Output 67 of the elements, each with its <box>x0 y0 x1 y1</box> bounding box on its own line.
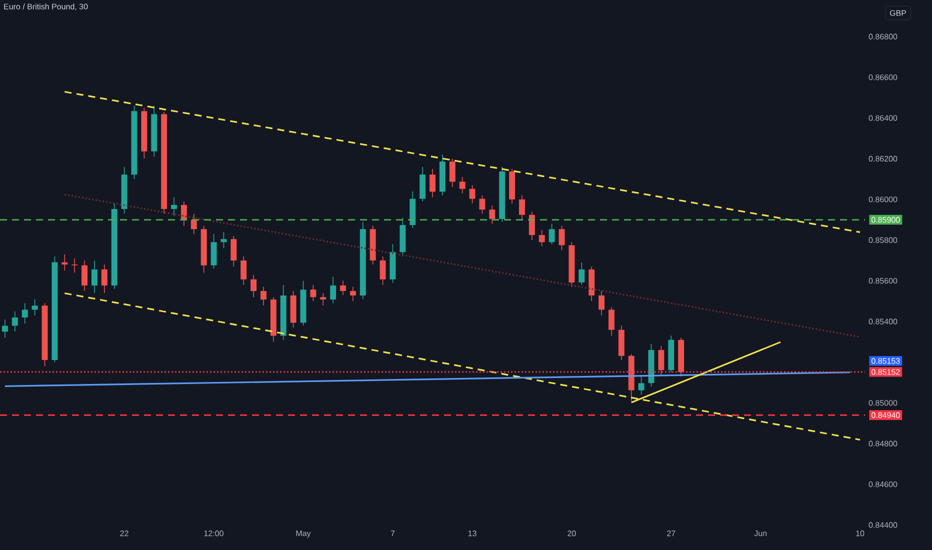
y-tick-label: 0.86000 <box>868 196 898 202</box>
y-tick-label: 0.84600 <box>868 481 898 488</box>
candlestick <box>310 284 316 302</box>
y-tick-label: 0.84800 <box>868 440 898 446</box>
candlestick <box>558 225 565 251</box>
text: 0.85153 <box>872 358 900 364</box>
x-tick-label: 20 <box>568 530 576 536</box>
candlestick <box>320 292 326 306</box>
y-tick-label: 0.85600 <box>868 278 898 284</box>
ref-line-label: 0.85900 <box>872 216 900 223</box>
candlestick <box>449 158 456 188</box>
y-tick-label: 0.86400 <box>868 115 898 121</box>
candlestick <box>230 236 237 267</box>
candlestick <box>430 168 436 198</box>
candlestick <box>180 201 187 226</box>
candlestick <box>330 276 336 304</box>
y-tick-label: 0.86800 <box>868 34 898 40</box>
candlestick <box>469 184 476 204</box>
ref-line-label: 0.85152 <box>872 369 900 375</box>
candlestick <box>91 260 98 294</box>
x-tick-label: 27 <box>667 530 676 536</box>
candlestick <box>340 280 346 296</box>
candlestick <box>220 232 227 249</box>
candlestick <box>210 234 217 270</box>
x-tick-label: 22 <box>120 530 128 536</box>
candlestick <box>171 196 177 216</box>
x-tick-label: 12:00 <box>204 530 224 536</box>
y-tick-label: 0.84400 <box>868 522 898 528</box>
candlestick <box>608 306 614 336</box>
y-tick-label: 0.86200 <box>868 156 898 162</box>
candlestick <box>459 176 466 194</box>
y-axis-title: GBP <box>890 10 906 16</box>
candlestick <box>538 230 545 247</box>
y-tick-label: 0.85000 <box>868 400 898 406</box>
candlestick <box>260 286 266 306</box>
candlestick <box>240 256 247 286</box>
candlestick <box>101 264 108 294</box>
ref-line-label: 0.84940 <box>872 412 900 418</box>
y-tick-label: 0.85800 <box>868 237 898 243</box>
candlestick <box>658 346 664 375</box>
candlestick <box>22 302 28 324</box>
candlestick <box>519 194 525 220</box>
x-tick-label: Jun <box>754 530 767 536</box>
x-tick-label: 13 <box>468 530 476 536</box>
candlestick <box>638 376 644 396</box>
candlestick <box>190 213 197 234</box>
x-tick-label: 7 <box>390 530 395 536</box>
candlestick <box>528 211 535 241</box>
y-tick-label: 0.86600 <box>868 74 898 80</box>
candlestick <box>72 258 78 274</box>
candlestick <box>62 254 68 272</box>
candlestick <box>2 319 8 338</box>
x-tick-label: May <box>296 530 311 538</box>
chart-title: Euro / British Pound, 30 <box>4 4 88 10</box>
candlestick <box>32 298 38 316</box>
y-tick-label: 0.85400 <box>868 318 898 324</box>
x-tick-label: 10 <box>856 530 864 536</box>
candlestick <box>350 286 356 302</box>
candlestick <box>598 290 605 316</box>
candlestick <box>548 223 555 245</box>
candlestick <box>489 205 496 224</box>
candlestick <box>250 274 257 298</box>
candlestick <box>12 310 18 332</box>
candlestick <box>380 256 386 286</box>
candlestick <box>479 194 486 214</box>
candlestick <box>82 260 88 292</box>
candlestick <box>578 262 585 286</box>
